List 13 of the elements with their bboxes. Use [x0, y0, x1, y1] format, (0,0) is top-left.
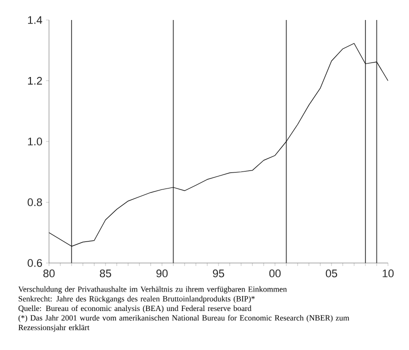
x-tick-label: 00 — [269, 270, 281, 278]
x-tick-label: 80 — [43, 270, 55, 278]
y-tick-label: 0.8 — [28, 198, 42, 206]
y-tick-label: 1.2 — [28, 76, 42, 85]
y-tick-label: 1.4 — [28, 16, 42, 24]
x-tick-label: 05 — [326, 270, 338, 278]
y-tick-label: 1.0 — [28, 138, 42, 146]
line-series — [48, 43, 388, 247]
x-tick-label: 10 — [382, 270, 394, 278]
x-tick-label: 95 — [212, 270, 224, 278]
x-tick-label: 90 — [156, 270, 168, 278]
x-tick-label: 85 — [100, 270, 112, 278]
y-tick-label: 0.6 — [28, 259, 42, 267]
